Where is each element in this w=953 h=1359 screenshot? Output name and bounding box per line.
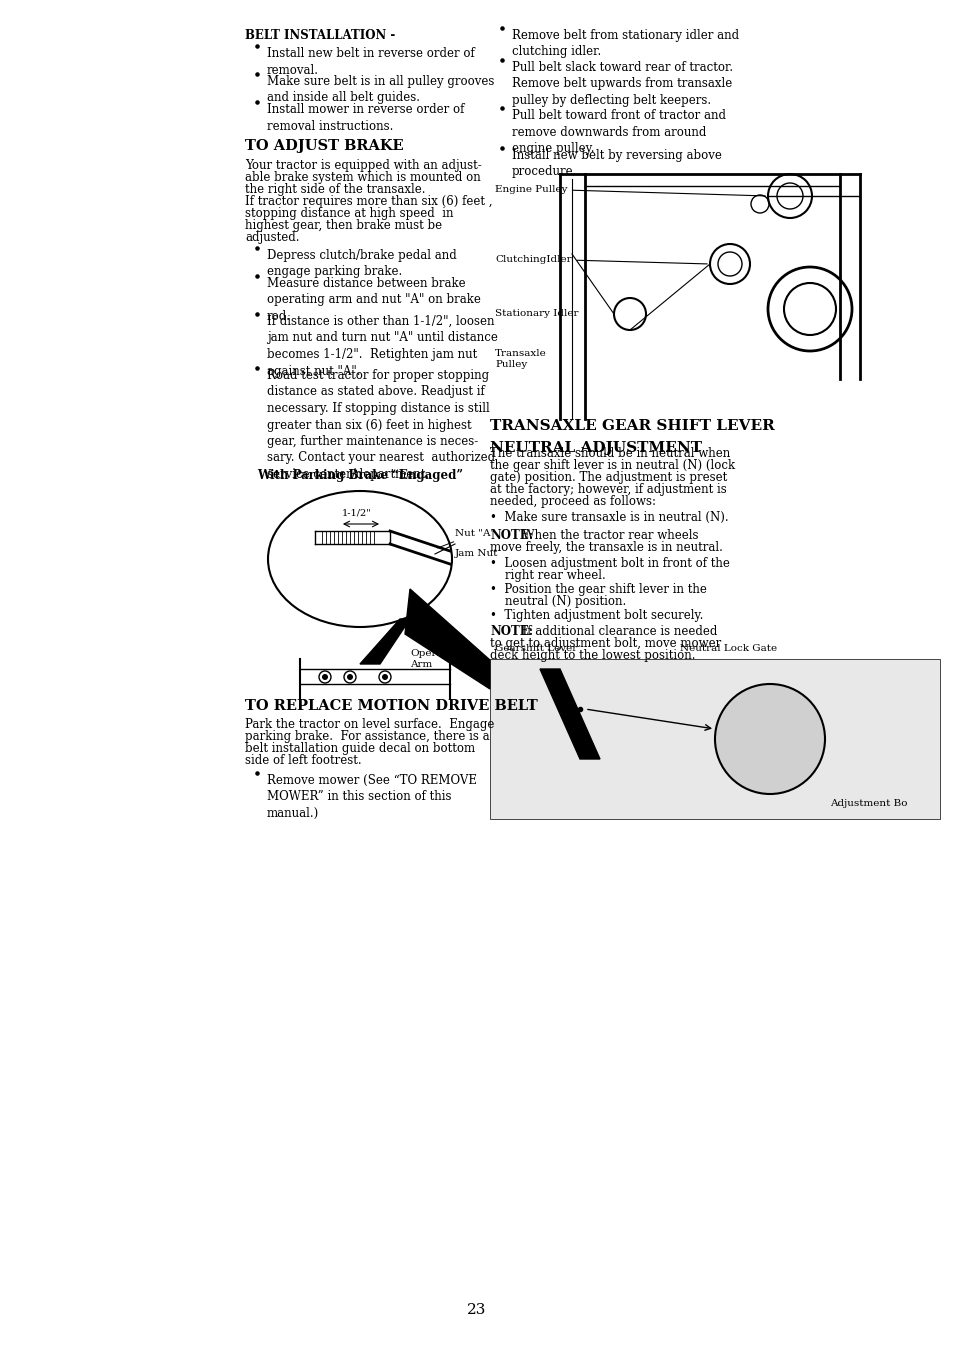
Text: Remove belt from stationary idler and
clutching idler.: Remove belt from stationary idler and cl… [512, 29, 739, 58]
Text: able brake system which is mounted on: able brake system which is mounted on [245, 171, 480, 183]
Circle shape [381, 674, 388, 680]
Text: NOTE:: NOTE: [490, 625, 533, 637]
Text: Depress clutch/brake pedal and
engage parking brake.: Depress clutch/brake pedal and engage pa… [267, 249, 456, 279]
Text: move freely, the transaxle is in neutral.: move freely, the transaxle is in neutral… [490, 541, 722, 554]
Text: The transaxle should be in neutral when: The transaxle should be in neutral when [490, 447, 729, 459]
Text: Install mower in reverse order of
removal instructions.: Install mower in reverse order of remova… [267, 103, 464, 132]
Text: Nut "A": Nut "A" [437, 529, 495, 548]
Text: ClutchingIdler: ClutchingIdler [495, 254, 706, 264]
Text: Adjustment Bo: Adjustment Bo [829, 799, 906, 809]
Text: Operating
Arm: Operating Arm [410, 650, 463, 669]
Text: 1-1/2": 1-1/2" [341, 508, 372, 516]
Text: side of left footrest.: side of left footrest. [245, 754, 361, 766]
Text: parking brake.  For assistance, there is a: parking brake. For assistance, there is … [245, 730, 489, 743]
Text: Gearshift Lever: Gearshift Lever [495, 644, 577, 654]
Text: With Parking Brake “Engaged”: With Parking Brake “Engaged” [256, 469, 462, 482]
Text: •  Loosen adjustment bolt in front of the: • Loosen adjustment bolt in front of the [490, 557, 729, 569]
Polygon shape [359, 618, 410, 665]
Text: Road test tractor for proper stopping
distance as stated above. Readjust if
nece: Road test tractor for proper stopping di… [267, 370, 495, 481]
Text: needed, proceed as follows:: needed, proceed as follows: [490, 495, 656, 508]
Text: deck height to the lowest position.: deck height to the lowest position. [490, 650, 695, 662]
Text: If additional clearance is needed: If additional clearance is needed [515, 625, 717, 637]
Text: Remove mower (See “TO REMOVE
MOWER” in this section of this
manual.): Remove mower (See “TO REMOVE MOWER” in t… [267, 775, 476, 819]
Circle shape [347, 674, 353, 680]
Text: •  Position the gear shift lever in the: • Position the gear shift lever in the [490, 583, 706, 597]
Text: highest gear, then brake must be: highest gear, then brake must be [245, 219, 441, 232]
Text: Transaxle
Pulley: Transaxle Pulley [495, 349, 546, 370]
Text: right rear wheel.: right rear wheel. [490, 569, 605, 582]
Text: NEUTRAL ADJUSTMENT: NEUTRAL ADJUSTMENT [490, 442, 701, 455]
Text: neutral (N) position.: neutral (N) position. [490, 595, 625, 607]
Polygon shape [405, 588, 499, 689]
Text: Measure distance between brake
operating arm and nut "A" on brake
rod.: Measure distance between brake operating… [267, 277, 480, 323]
Text: stopping distance at high speed  in: stopping distance at high speed in [245, 207, 453, 220]
Text: TRANSAXLE GEAR SHIFT LEVER: TRANSAXLE GEAR SHIFT LEVER [490, 419, 774, 434]
Text: Engine Pulley: Engine Pulley [495, 185, 764, 196]
Text: Pull belt slack toward rear of tractor.
Remove belt upwards from transaxle
pulle: Pull belt slack toward rear of tractor. … [512, 61, 732, 107]
Text: BELT INSTALLATION -: BELT INSTALLATION - [245, 29, 395, 42]
Text: TO ADJUST BRAKE: TO ADJUST BRAKE [245, 139, 403, 154]
Text: Jam Nut: Jam Nut [455, 549, 497, 559]
Text: •  Tighten adjustment bolt securely.: • Tighten adjustment bolt securely. [490, 609, 702, 622]
Text: When the tractor rear wheels: When the tractor rear wheels [515, 529, 699, 542]
Text: adjusted.: adjusted. [245, 231, 299, 245]
Bar [490, 659, 939, 819]
Text: •  Make sure transaxle is in neutral (N).: • Make sure transaxle is in neutral (N). [490, 511, 728, 525]
Text: Install new belt in reverse order of
removal.: Install new belt in reverse order of rem… [267, 48, 475, 76]
Text: NOTE:: NOTE: [490, 529, 533, 542]
Text: belt installation guide decal on bottom: belt installation guide decal on bottom [245, 742, 475, 756]
Text: the right side of the transaxle.: the right side of the transaxle. [245, 183, 425, 196]
Text: gate) position. The adjustment is preset: gate) position. The adjustment is preset [490, 472, 726, 484]
Text: If distance is other than 1-1/2", loosen
jam nut and turn nut "A" until distance: If distance is other than 1-1/2", loosen… [267, 315, 497, 378]
Text: at the factory; however, if adjustment is: at the factory; however, if adjustment i… [490, 482, 726, 496]
Text: Install new belt by reversing above
procedure.: Install new belt by reversing above proc… [512, 149, 721, 178]
Text: the gear shift lever is in neutral (N) (lock: the gear shift lever is in neutral (N) (… [490, 459, 735, 472]
Circle shape [714, 684, 824, 794]
Text: 23: 23 [467, 1303, 486, 1317]
Text: to get to adjustment bolt, move mower: to get to adjustment bolt, move mower [490, 637, 720, 650]
Text: Make sure belt is in all pulley grooves
and inside all belt guides.: Make sure belt is in all pulley grooves … [267, 75, 494, 105]
Text: Neutral Lock Gate: Neutral Lock Gate [679, 644, 777, 654]
Circle shape [322, 674, 328, 680]
Text: Pull belt toward front of tractor and
remove downwards from around
engine pulley: Pull belt toward front of tractor and re… [512, 109, 725, 155]
Text: Stationary Idler: Stationary Idler [495, 310, 578, 318]
Text: TO REPLACE MOTION DRIVE BELT: TO REPLACE MOTION DRIVE BELT [245, 699, 537, 713]
Text: Your tractor is equipped with an adjust-: Your tractor is equipped with an adjust- [245, 159, 481, 173]
Text: If tractor requires more than six (6) feet ,: If tractor requires more than six (6) fe… [245, 194, 492, 208]
Text: Park the tractor on level surface.  Engage: Park the tractor on level surface. Engag… [245, 718, 494, 731]
Polygon shape [539, 669, 599, 758]
